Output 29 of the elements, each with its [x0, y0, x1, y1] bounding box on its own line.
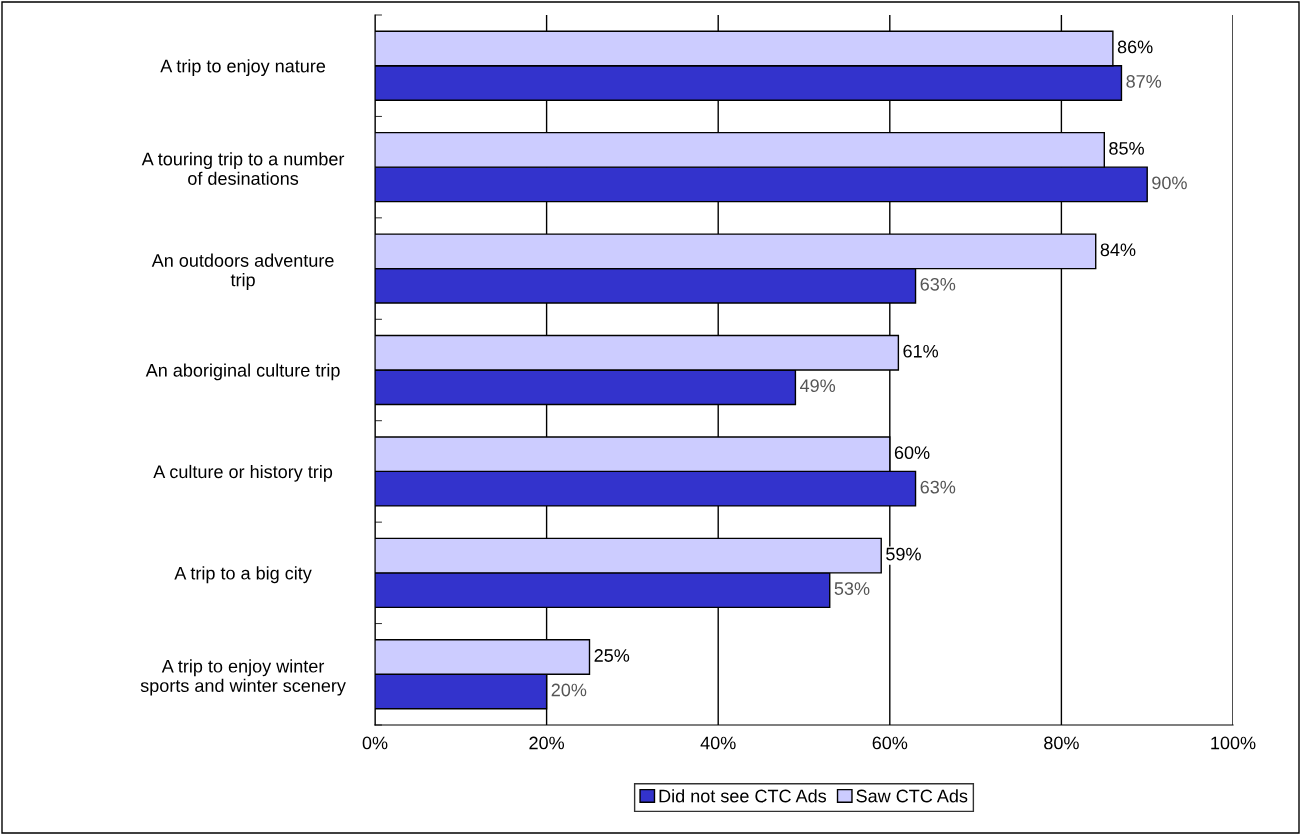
- y-tick-label: An aboriginal culture trip: [145, 363, 340, 381]
- y-tick-label: A trip to enjoy nature: [160, 59, 326, 76]
- data-label: 49%: [800, 379, 836, 393]
- data-label: 60%: [894, 446, 930, 460]
- data-label: 59%: [886, 547, 921, 561]
- data-label: 87%: [1126, 75, 1162, 88]
- y-tick-label: An outdoors adventure trip: [151, 253, 334, 290]
- data-label: 61%: [903, 344, 939, 358]
- y-tick-label: A touring trip to a number of desinations: [141, 152, 345, 185]
- x-tick-label: 100%: [1211, 736, 1256, 750]
- data-label: 63%: [920, 480, 956, 494]
- x-tick-label: 0%: [362, 736, 388, 750]
- x-tick-label: 40%: [700, 736, 736, 750]
- x-tick-label: 80%: [1044, 736, 1079, 750]
- data-label: 20%: [551, 683, 587, 697]
- data-label: 53%: [834, 582, 870, 595]
- legend-label: Saw CTC Ads: [856, 789, 968, 803]
- legend-label: Did not see CTC Ads: [659, 789, 827, 803]
- y-tick-label: A trip to a big city: [174, 566, 312, 584]
- x-tick-label: 20%: [529, 736, 565, 750]
- data-label: 90%: [1152, 176, 1187, 190]
- data-label: 63%: [920, 277, 956, 291]
- y-tick-label: A culture or history trip: [153, 464, 333, 482]
- data-label: 25%: [594, 649, 630, 662]
- y-tick-label: A trip to enjoy winter sports and winter scenery: [140, 659, 346, 696]
- data-label: 86%: [1117, 40, 1153, 54]
- data-label: 84%: [1100, 243, 1136, 257]
- data-label: 85%: [1109, 141, 1144, 155]
- x-tick-label: 60%: [872, 736, 908, 750]
